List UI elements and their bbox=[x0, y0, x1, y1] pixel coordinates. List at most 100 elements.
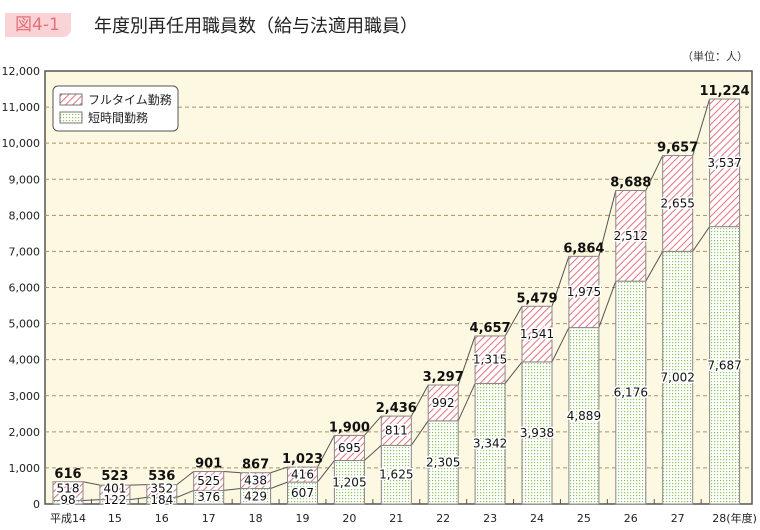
x-tick-label: 17 bbox=[202, 512, 216, 525]
data-label-total: 8,688 bbox=[610, 176, 651, 191]
data-label-shorttime: 1,625 bbox=[379, 468, 413, 482]
bar-fulltime bbox=[99, 484, 131, 501]
y-tick-label: 7,000 bbox=[9, 245, 41, 258]
data-label-shorttime: 7,687 bbox=[707, 358, 741, 372]
data-label-shorttime: 122 bbox=[103, 493, 126, 507]
data-label-fulltime: 401 bbox=[103, 482, 126, 496]
data-label-shorttime: 6,176 bbox=[614, 386, 648, 400]
bar-shorttime bbox=[380, 444, 412, 505]
connector-line bbox=[692, 98, 711, 156]
bar-shorttime bbox=[474, 382, 506, 505]
x-tick-label: 21 bbox=[389, 512, 403, 525]
bar-fulltime bbox=[287, 466, 318, 483]
bar-shorttime bbox=[427, 420, 459, 505]
data-label-shorttime: 1,205 bbox=[332, 475, 366, 489]
legend-box bbox=[52, 85, 179, 132]
y-tick-label: 1,000 bbox=[9, 462, 41, 475]
connector-line bbox=[598, 280, 617, 328]
data-label-fulltime: 438 bbox=[244, 474, 267, 488]
bar-fulltime bbox=[709, 98, 741, 228]
connector-line bbox=[317, 460, 335, 483]
x-tick-label: 20 bbox=[342, 512, 356, 525]
bar-fulltime bbox=[333, 434, 365, 462]
connector-line bbox=[551, 256, 570, 307]
x-tick-label: 27 bbox=[671, 512, 685, 525]
bar-fulltime bbox=[474, 335, 506, 384]
data-label-fulltime: 352 bbox=[150, 482, 173, 496]
data-label-shorttime: 607 bbox=[291, 486, 314, 500]
connector-line bbox=[645, 155, 664, 191]
data-label-total: 867 bbox=[242, 458, 269, 473]
y-tick-label: 8,000 bbox=[9, 209, 41, 222]
bar-fulltime bbox=[52, 481, 84, 501]
data-label-fulltime: 1,541 bbox=[520, 327, 554, 341]
x-tick-label: 18 bbox=[249, 512, 263, 525]
connector-line bbox=[692, 226, 711, 252]
connector-line bbox=[176, 471, 195, 486]
bar-fulltime bbox=[615, 190, 647, 282]
legend-swatch-fulltime bbox=[59, 93, 83, 106]
bar-shorttime bbox=[709, 226, 741, 505]
bar-shorttime bbox=[521, 361, 553, 505]
unit-label: （単位：人） bbox=[682, 50, 748, 63]
bar-fulltime bbox=[240, 472, 272, 490]
connector-line bbox=[410, 420, 429, 446]
bar-shorttime bbox=[568, 327, 600, 505]
data-label-fulltime: 1,975 bbox=[567, 285, 601, 299]
data-label-total: 3,297 bbox=[423, 370, 464, 385]
y-tick-label: 0 bbox=[33, 498, 40, 511]
connector-line bbox=[457, 335, 476, 386]
y-tick-label: 12,000 bbox=[2, 65, 41, 78]
data-label-total: 11,224 bbox=[700, 84, 750, 99]
data-label-fulltime: 3,537 bbox=[707, 156, 741, 170]
x-tick-label: 16 bbox=[155, 512, 169, 525]
x-tick-label: 26 bbox=[624, 512, 638, 525]
data-label-fulltime: 992 bbox=[432, 396, 455, 410]
x-tick-label: 平成14 bbox=[50, 512, 86, 525]
bar-fulltime bbox=[380, 415, 412, 446]
x-tick-label: 23 bbox=[483, 512, 497, 525]
data-label-shorttime: 429 bbox=[244, 489, 267, 503]
data-label-shorttime: 4,889 bbox=[567, 409, 601, 423]
y-tick-label: 4,000 bbox=[9, 354, 41, 367]
y-tick-label: 3,000 bbox=[9, 390, 41, 403]
bar-fulltime bbox=[427, 384, 459, 422]
data-label-total: 4,657 bbox=[470, 321, 511, 336]
bar-fulltime bbox=[193, 470, 225, 491]
data-label-shorttime: 2,305 bbox=[426, 455, 460, 469]
figure-label: 図4-1 bbox=[5, 13, 71, 37]
y-tick-label: 5,000 bbox=[9, 318, 41, 331]
bar-shorttime bbox=[662, 250, 694, 505]
connector-line bbox=[317, 435, 335, 468]
connector-line bbox=[504, 306, 523, 337]
connector-line bbox=[223, 488, 241, 491]
connector-line bbox=[270, 481, 288, 489]
bar-fulltime bbox=[662, 155, 694, 252]
data-label-fulltime: 2,655 bbox=[661, 196, 695, 210]
data-label-fulltime: 2,512 bbox=[614, 229, 648, 243]
bar-fulltime bbox=[146, 484, 178, 498]
y-tick-label: 2,000 bbox=[9, 426, 41, 439]
data-label-total: 1,023 bbox=[282, 452, 323, 467]
x-tick-label: 28(年度) bbox=[712, 511, 757, 525]
data-label-fulltime: 1,315 bbox=[473, 353, 507, 367]
y-tick-label: 10,000 bbox=[2, 137, 41, 150]
data-label-fulltime: 416 bbox=[291, 468, 314, 482]
connector-line bbox=[129, 496, 147, 501]
bar-shorttime bbox=[615, 280, 647, 505]
data-label-shorttime: 376 bbox=[197, 490, 220, 504]
data-label-shorttime: 3,342 bbox=[473, 437, 507, 451]
data-label-total: 536 bbox=[148, 469, 175, 484]
connector-line bbox=[645, 251, 664, 282]
x-tick-label: 22 bbox=[436, 512, 450, 525]
data-label-fulltime: 518 bbox=[57, 482, 80, 496]
data-label-total: 523 bbox=[101, 469, 128, 484]
connector-line bbox=[410, 384, 429, 417]
legend-label-fulltime: フルタイム勤務 bbox=[88, 93, 172, 107]
data-label-total: 9,657 bbox=[657, 141, 698, 156]
connector-line bbox=[457, 383, 476, 422]
connector-line bbox=[364, 444, 382, 461]
data-label-fulltime: 525 bbox=[197, 474, 220, 488]
